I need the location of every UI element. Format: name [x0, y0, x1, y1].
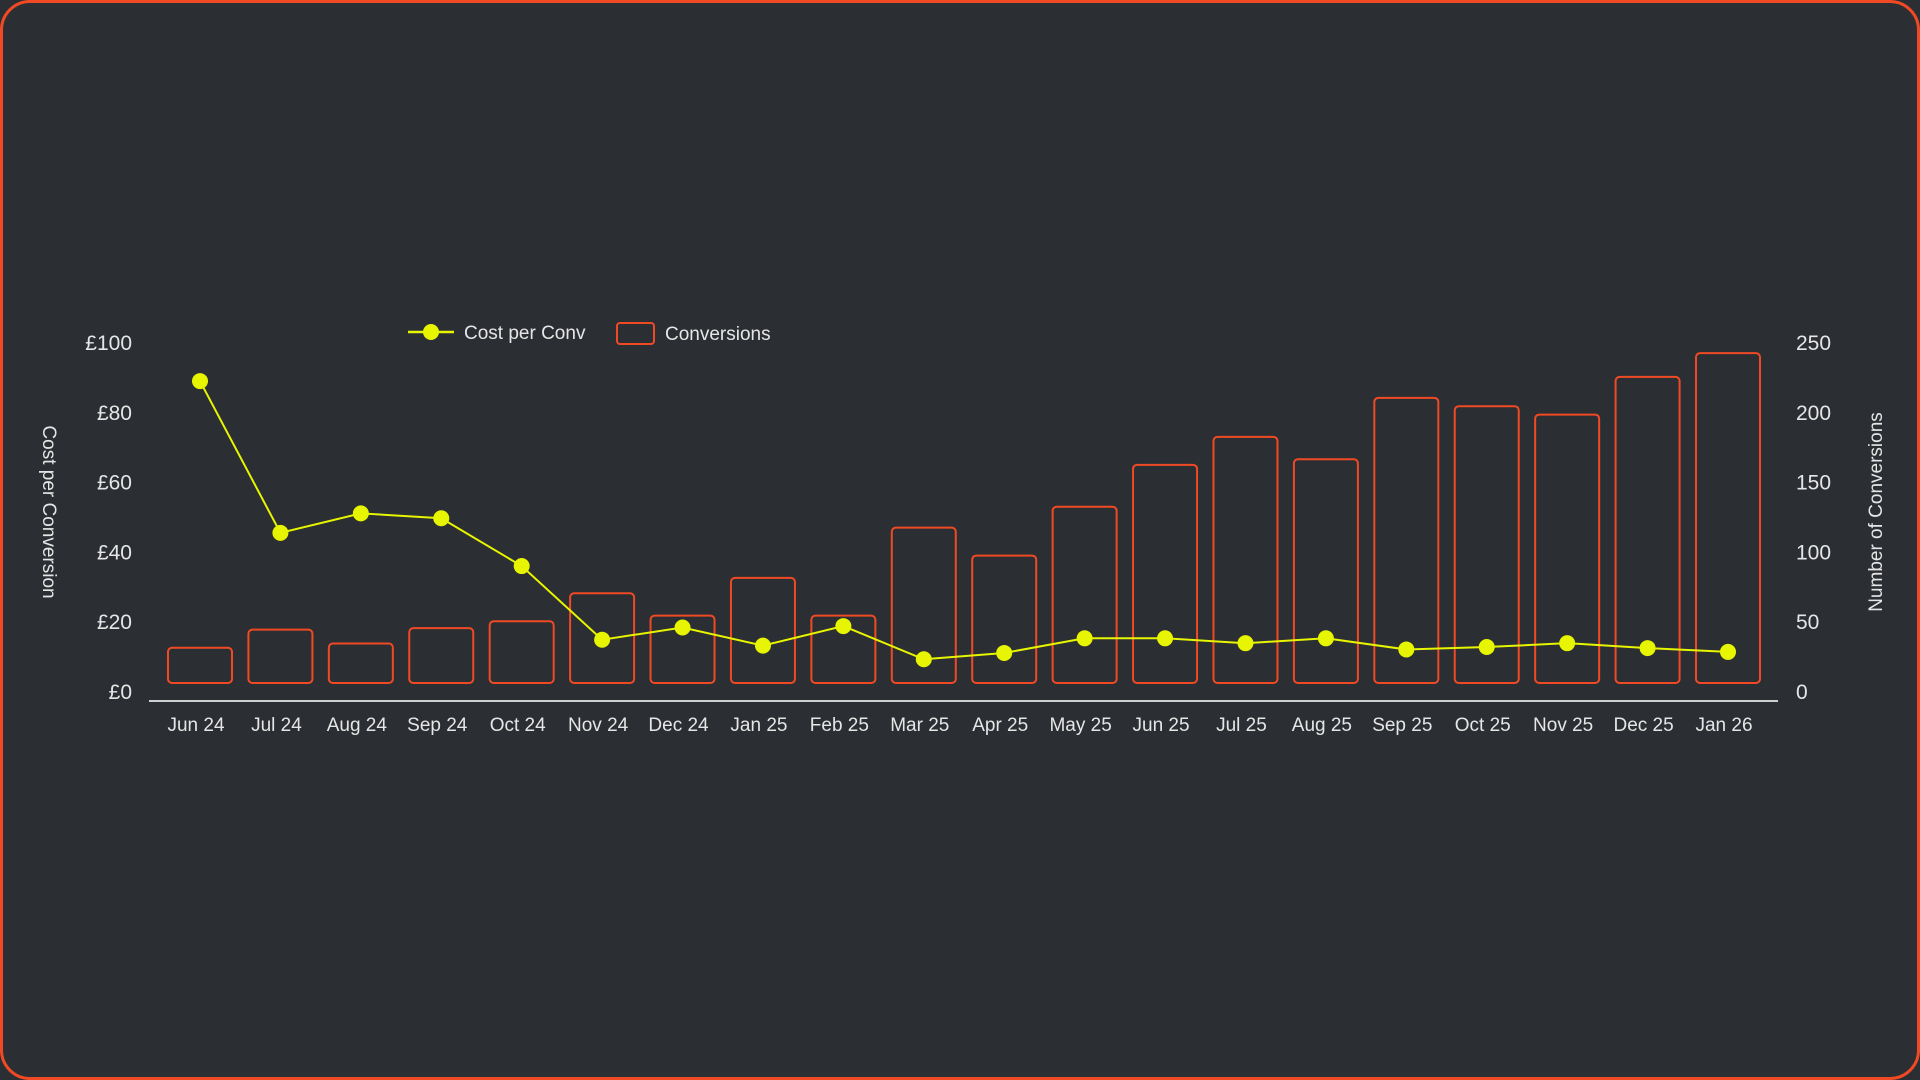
bar-conversions	[1292, 458, 1359, 684]
bar-conversions	[1051, 505, 1118, 684]
x-tick-label: Jan 25	[730, 715, 787, 736]
y-tick-label: £0	[109, 681, 132, 704]
bar-conversions	[488, 620, 555, 685]
y2-tick-label: 100	[1796, 541, 1831, 564]
cost-point	[835, 618, 852, 635]
cost-point	[433, 510, 450, 527]
y2-axis-title: Number of Conversions	[1866, 412, 1887, 612]
bar-conversions	[649, 614, 716, 685]
bar-conversions	[167, 646, 233, 684]
cost-point	[1398, 641, 1415, 658]
y2-tick-label: 250	[1796, 332, 1831, 355]
x-tick-label: Jun 25	[1133, 715, 1190, 736]
x-tick-label: Sep 25	[1372, 715, 1432, 736]
cost-point	[754, 637, 771, 654]
cost-point	[1720, 643, 1736, 660]
bar-conversions	[408, 627, 475, 684]
y-axis-title: Cost per Conversion	[38, 425, 59, 598]
cost-point	[513, 558, 530, 575]
x-tick-label: Apr 25	[972, 715, 1028, 736]
x-tick-label: May 25	[1049, 715, 1111, 736]
legend-label-cost: Cost per Conv	[464, 323, 586, 344]
x-tick-label: Feb 25	[810, 715, 869, 736]
legend: Cost per Conv Conversions	[408, 322, 771, 345]
x-tick-label: Jul 24	[251, 715, 302, 736]
x-tick-label: Aug 24	[327, 715, 388, 736]
bar-conversions	[1132, 463, 1199, 684]
cost-point	[915, 651, 932, 668]
cost-point	[1478, 639, 1495, 656]
bar-conversions	[1212, 435, 1279, 685]
bar-conversions	[1695, 352, 1761, 684]
cost-point	[594, 631, 611, 648]
y-tick-label: £20	[97, 611, 132, 634]
bar-conversions	[1614, 375, 1681, 684]
y-tick-label: £80	[97, 402, 132, 425]
y-tick-label: £40	[97, 541, 132, 564]
y2-tick-label: 50	[1796, 611, 1819, 634]
x-tick-label: Jun 24	[167, 715, 224, 736]
bar-conversions	[327, 642, 394, 685]
bar-conversions	[890, 526, 957, 685]
x-tick-label: Jul 25	[1216, 715, 1267, 736]
bar-conversions	[569, 592, 636, 685]
bar-conversions	[729, 576, 796, 685]
y2-tick-label: 150	[1796, 472, 1831, 495]
cost-point	[1559, 635, 1576, 652]
y-tick-label: £60	[97, 472, 132, 495]
x-tick-label: Dec 24	[648, 715, 709, 736]
x-tick-label: Sep 24	[407, 715, 468, 736]
bar-conversions	[971, 554, 1038, 685]
cost-point	[1317, 630, 1334, 647]
cost-point	[1157, 630, 1174, 647]
bar-conversions	[810, 614, 877, 685]
y2-tick-label: 0	[1796, 681, 1808, 704]
legend-bar-marker	[616, 322, 655, 345]
y2-tick-label: 200	[1796, 402, 1831, 425]
cost-line	[199, 380, 1729, 661]
legend-dot-marker	[423, 324, 439, 340]
x-tick-label: Nov 25	[1533, 715, 1593, 736]
cost-point	[272, 524, 289, 541]
x-tick-label: Mar 25	[890, 715, 949, 736]
x-tick-label: Dec 25	[1613, 715, 1673, 736]
bar-conversions	[1373, 396, 1440, 684]
x-tick-label: Nov 24	[568, 715, 629, 736]
x-tick-label: Oct 24	[490, 715, 546, 736]
cost-point	[674, 619, 691, 636]
cost-point	[192, 373, 208, 390]
cost-point	[996, 644, 1013, 661]
y-tick-label: £100	[85, 332, 132, 355]
cost-point	[1076, 630, 1093, 647]
bar-conversions	[247, 628, 314, 684]
bar-conversions	[1534, 413, 1601, 684]
bar-conversions	[1453, 405, 1520, 684]
cost-point	[1237, 635, 1254, 652]
legend-label-conversions: Conversions	[665, 324, 771, 345]
cost-point	[1639, 640, 1656, 657]
x-tick-label: Oct 25	[1455, 715, 1511, 736]
x-tick-label: Aug 25	[1292, 715, 1352, 736]
cost-point	[352, 505, 369, 522]
x-tick-label: Jan 26	[1695, 715, 1752, 736]
